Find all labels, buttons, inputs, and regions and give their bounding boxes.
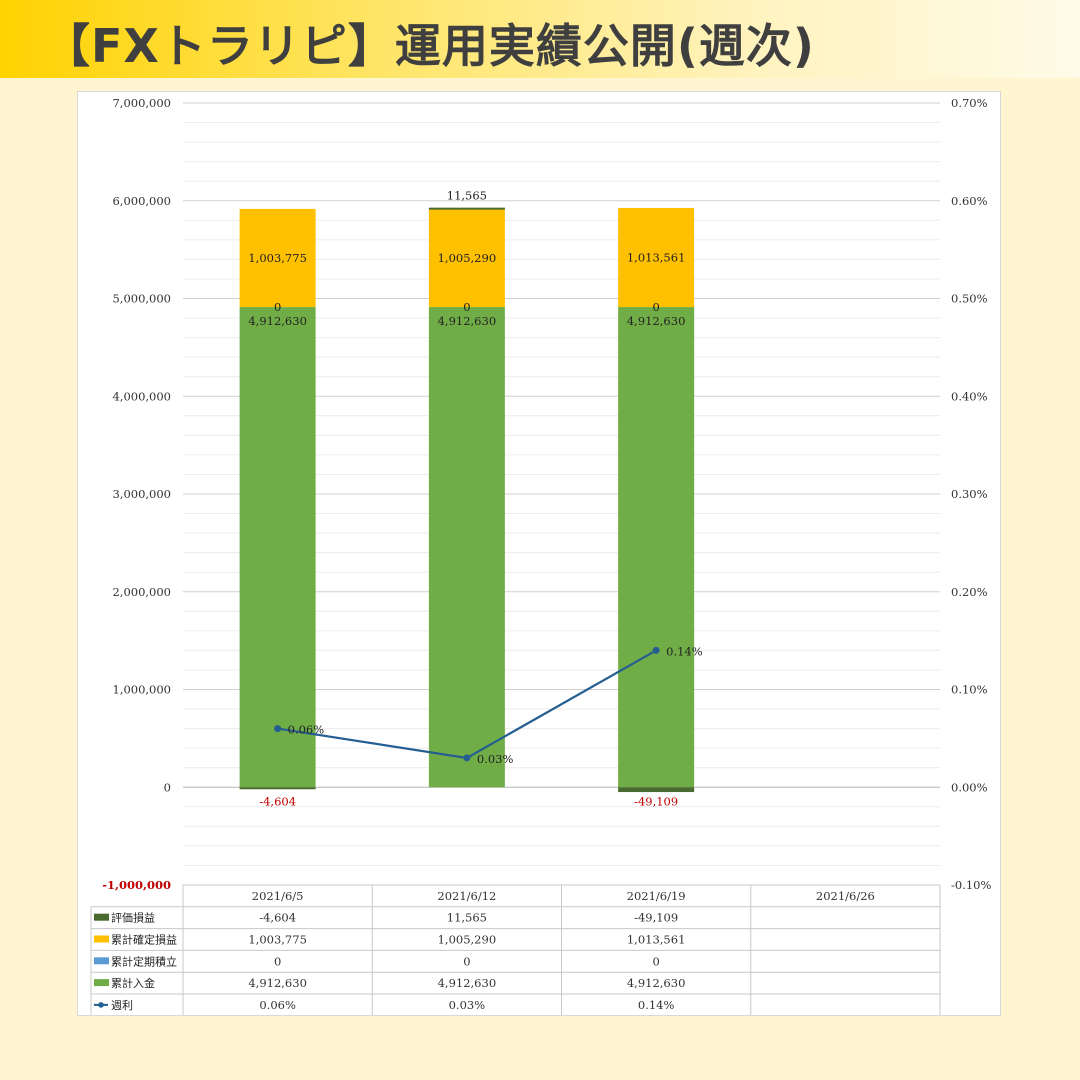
weekly-rate-point bbox=[653, 647, 660, 654]
y2-axis-tick-label: 0.30% bbox=[951, 487, 988, 501]
bar-eval-pnl bbox=[429, 208, 505, 210]
table-cell-value: 0 bbox=[652, 954, 659, 968]
legend-color-key bbox=[94, 914, 109, 921]
y-axis-tick-label: 5,000,000 bbox=[112, 292, 171, 306]
periodic-data-label: 0 bbox=[274, 300, 281, 314]
table-cell-value: 4,912,630 bbox=[248, 976, 307, 990]
chart-panel: 7,000,000 6,000,000 5,000,000 4,000,000 3,00… bbox=[77, 91, 1001, 1016]
y-axis-tick-label: 3,000,000 bbox=[112, 487, 171, 501]
legend-color-key bbox=[94, 936, 109, 943]
eval-pnl-data-label: 11,565 bbox=[447, 189, 487, 203]
table-cell-value: 0.14% bbox=[638, 998, 675, 1012]
realized-pnl-data-label: 1,005,290 bbox=[438, 251, 497, 265]
eval-pnl-data-label: -49,109 bbox=[634, 794, 678, 808]
table-cell-value: 0.03% bbox=[449, 998, 486, 1012]
bar-cumulative-deposit bbox=[240, 307, 316, 787]
y2-axis-tick-label: 0.70% bbox=[951, 96, 988, 110]
table-cell-value: 4,912,630 bbox=[438, 976, 497, 990]
y-axis-tick-label: -1,000,000 bbox=[102, 878, 171, 892]
x-axis-category-label: 2021/6/19 bbox=[627, 889, 686, 903]
y-axis-tick-label: 7,000,000 bbox=[112, 96, 171, 110]
bar-cumulative-deposit bbox=[429, 307, 505, 787]
y-axis-tick-label: 1,000,000 bbox=[112, 683, 171, 697]
legend-series-name: 累計定期積立 bbox=[111, 954, 177, 968]
stacked-bar-line-chart: 7,000,000 6,000,000 5,000,000 4,000,000 3,00… bbox=[78, 92, 1000, 1015]
table-cell-value: 1,013,561 bbox=[627, 933, 686, 947]
legend-series-name: 評価損益 bbox=[111, 911, 155, 925]
realized-pnl-data-label: 1,013,561 bbox=[627, 251, 686, 265]
x-axis-category-label: 2021/6/26 bbox=[816, 889, 875, 903]
legend-series-name: 週利 bbox=[111, 999, 133, 1012]
y2-axis-tick-label: 0.40% bbox=[951, 389, 988, 403]
y-axis-tick-label: 2,000,000 bbox=[112, 585, 171, 599]
deposit-data-label: 4,912,630 bbox=[438, 314, 497, 328]
table-cell-value: 0.06% bbox=[259, 998, 296, 1012]
table-cell-value: -4,604 bbox=[259, 911, 296, 925]
realized-pnl-data-label: 1,003,775 bbox=[248, 251, 307, 265]
y2-axis-tick-label: 0.20% bbox=[951, 585, 988, 599]
y2-axis-tick-label: 0.60% bbox=[951, 194, 988, 208]
deposit-data-label: 4,912,630 bbox=[627, 314, 686, 328]
bar-eval-pnl bbox=[240, 787, 316, 789]
y-axis-tick-label: 0 bbox=[164, 780, 171, 794]
page-title: 【FXトラリピ】運用実績公開(週次) bbox=[44, 10, 815, 76]
legend-color-key bbox=[94, 957, 109, 964]
y2-axis-tick-label: 0.50% bbox=[951, 292, 988, 306]
table-cell-value: 1,005,290 bbox=[438, 933, 497, 947]
weekly-rate-point bbox=[463, 754, 470, 761]
x-axis-category-label: 2021/6/12 bbox=[437, 889, 496, 903]
weekly-rate-point bbox=[274, 725, 281, 732]
legend-series-name: 累計確定損益 bbox=[111, 933, 177, 947]
bar-eval-pnl bbox=[618, 787, 694, 792]
x-axis-category-label: 2021/6/5 bbox=[252, 889, 304, 903]
title-banner: 【FXトラリピ】運用実績公開(週次) bbox=[0, 0, 1080, 78]
table-cell-value: 4,912,630 bbox=[627, 976, 686, 990]
table-cell-value: 11,565 bbox=[447, 911, 487, 925]
table-cell-value: 0 bbox=[274, 954, 281, 968]
table-cell-value: -49,109 bbox=[634, 911, 678, 925]
y-axis-tick-label: 6,000,000 bbox=[112, 194, 171, 208]
periodic-data-label: 0 bbox=[463, 300, 470, 314]
y-axis-tick-label: 4,000,000 bbox=[112, 389, 171, 403]
y2-axis-tick-label: 0.00% bbox=[951, 780, 988, 794]
weekly-rate-data-label: 0.14% bbox=[666, 644, 703, 658]
deposit-data-label: 4,912,630 bbox=[248, 314, 307, 328]
y2-axis-tick-label: 0.10% bbox=[951, 683, 988, 697]
y2-axis-tick-label: -0.10% bbox=[951, 878, 991, 892]
legend-color-key bbox=[94, 979, 109, 986]
legend-line-marker bbox=[98, 1002, 104, 1008]
periodic-data-label: 0 bbox=[652, 300, 659, 314]
table-cell-value: 1,003,775 bbox=[248, 933, 307, 947]
eval-pnl-data-label: -4,604 bbox=[259, 794, 296, 808]
table-cell-value: 0 bbox=[463, 954, 470, 968]
weekly-rate-data-label: 0.06% bbox=[288, 723, 325, 737]
bar-cumulative-deposit bbox=[618, 307, 694, 787]
legend-series-name: 累計入金 bbox=[111, 976, 155, 990]
weekly-rate-data-label: 0.03% bbox=[477, 752, 514, 766]
